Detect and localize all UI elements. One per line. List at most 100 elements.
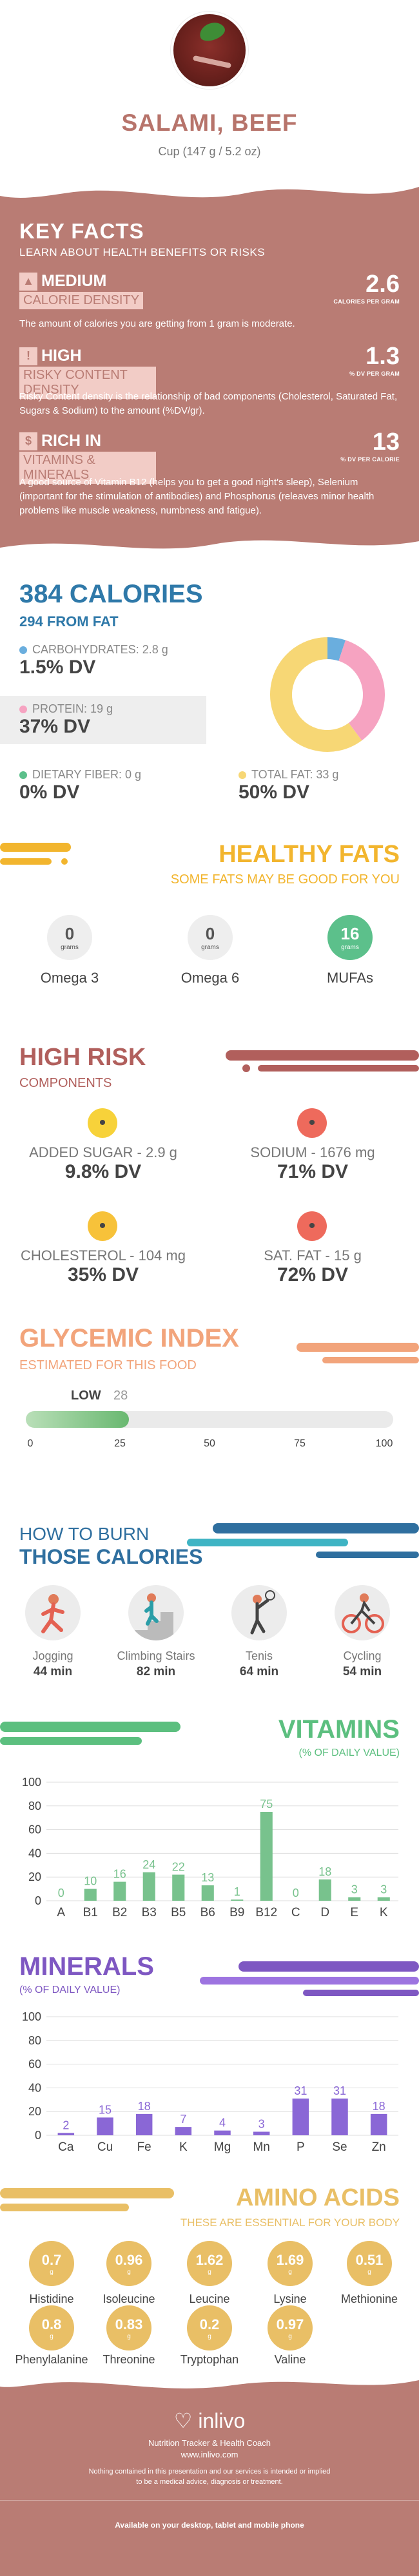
mineral-value-label: 7 (180, 2113, 186, 2126)
cholesterol-label: CHOLESTEROL - 104 mg (21, 1247, 186, 1264)
footer-url[interactable]: www.inlivo.com (180, 2450, 239, 2459)
mineral-bar-fe (135, 2113, 153, 2135)
warning-icon: ! (19, 347, 37, 365)
neutral-face-icon: • (88, 1211, 117, 1241)
vitamin-bar-b12 (260, 1812, 273, 1901)
mineral-value-label: 3 (258, 2117, 265, 2130)
vitamin-value-label: 22 (172, 1861, 185, 1874)
vitamin-category-label: B2 (112, 1906, 127, 1919)
decorative-stripes (187, 1523, 419, 1558)
leucine-circle: 1.62 g (187, 2241, 232, 2286)
vitamin-category-label: E (350, 1906, 358, 1919)
mineral-bar-mn (253, 2131, 270, 2135)
neutral-face-icon: • (88, 1108, 117, 1138)
amino-acids-section: AMINO ACIDS THESE ARE ESSENTIAL FOR YOUR… (0, 2178, 419, 2371)
glycemic-bar (26, 1411, 393, 1428)
burn-title-bottom: THOSE CALORIES (19, 1545, 203, 1568)
vitamin-value-label: 13 (201, 1871, 214, 1884)
wave-divider (0, 174, 419, 198)
mineral-bar-mg (214, 2130, 231, 2135)
calorie-density-level: MEDIUM (41, 272, 107, 290)
tryptophan-circle: 0.2 g (187, 2305, 232, 2350)
glycemic-fill (26, 1411, 129, 1428)
vitamins-minerals-label: VITAMINS & MINERALS (19, 452, 156, 484)
minerals-section: MINERALS (% OF DAILY VALUE) 0 20 40 60 80 100… (0, 1933, 419, 2178)
minerals-subtitle: (% OF DAILY VALUE) (19, 1985, 121, 1995)
serving-size: Cup (147 g / 5.2 oz) (158, 145, 261, 158)
jogging-time: 44 min (33, 1665, 73, 1678)
carbs-dot (19, 646, 27, 654)
y-tick-label: 20 (28, 2105, 41, 2118)
macro-fat: TOTAL FAT: 33 g 50% DV (239, 768, 339, 803)
vitamin-value-label: 24 (142, 1858, 155, 1871)
y-tick-label: 60 (28, 1823, 41, 1836)
healthy-fats-title: HEALTHY FATS (219, 841, 400, 868)
vitamin-bar-b9 (231, 1899, 244, 1901)
leucine-label: Leucine (189, 2292, 230, 2305)
burn-title-top: HOW TO BURN (19, 1524, 150, 1544)
vitamin-category-label: B3 (142, 1906, 157, 1919)
mineral-value-label: 31 (294, 2084, 307, 2097)
mineral-value-label: 18 (138, 2100, 151, 2113)
vitamin-bar-e (348, 1897, 361, 1901)
fat-dot (239, 771, 246, 779)
footer-tagline: Nutrition Tracker & Health Coach (148, 2438, 271, 2448)
risky-content-value: 1.3% DV PER GRAM (349, 343, 400, 377)
vitamin-value-label: 3 (380, 1883, 387, 1896)
food-photo (171, 12, 248, 89)
y-tick-label: 100 (22, 1776, 41, 1789)
gi-tick: 0 (27, 1438, 34, 1449)
y-tick-label: 40 (28, 1847, 41, 1860)
mineral-value-label: 31 (333, 2084, 346, 2097)
methionine-label: Methionine (340, 2292, 398, 2305)
vitamin-bar-b1 (84, 1889, 97, 1901)
omega6-label: Omega 6 (180, 970, 240, 986)
y-tick-label: 0 (35, 2129, 41, 2142)
calories-from-fat: 294 FROM FAT (19, 613, 119, 630)
minerals-bar-chart: 0 20 40 60 80 100 2 Ca 15 Cu 18 Fe 7 K 4 Mg 3 Mn 31 P 31 Se 18… (22, 2010, 398, 2154)
vitamins-minerals-level: RICH IN (41, 432, 102, 450)
mineral-value-label: 2 (63, 2119, 69, 2131)
vitamin-bar-b2 (113, 1881, 126, 1901)
risky-content-label: RISKY CONTENT DENSITY (19, 367, 156, 399)
vitamin-value-label: 0 (293, 1887, 299, 1899)
mineral-value-label: 15 (99, 2103, 112, 2116)
mineral-bar-zn (370, 2113, 387, 2135)
y-tick-label: 80 (28, 2034, 41, 2047)
protein-dot (19, 705, 27, 713)
added-sugar-label: ADDED SUGAR - 2.9 g (29, 1144, 177, 1160)
wave-divider (0, 540, 419, 561)
vitamins-minerals-desc: A good source of Vitamin B12 (helps you … (19, 477, 375, 516)
food-title: SALAMI, BEEF (121, 110, 298, 136)
y-tick-label: 80 (28, 1800, 41, 1812)
mufas-label: MUFAs (326, 970, 374, 986)
vitamins-section: VITAMINS (% OF DAILY VALUE) 0 20 40 60 80 100… (0, 1701, 419, 1933)
vitamin-value-label: 75 (260, 1798, 273, 1811)
heart-icon: ♡ (173, 2409, 193, 2432)
sad-face-icon: • (297, 1108, 327, 1138)
decorative-stripes (0, 1722, 180, 1745)
y-tick-label: 0 (35, 1894, 41, 1907)
donut-slice-protein (338, 640, 385, 741)
tennis-icon (231, 1585, 287, 1640)
vitamins-minerals-badge: $ RICH IN VITAMINS & MINERALS (19, 432, 156, 484)
burn-section: HOW TO BURN THOSE CALORIES Jogging 44 mi… (0, 1495, 419, 1701)
histidine-circle: 0.7 g (29, 2241, 74, 2286)
mineral-bar-k (175, 2127, 192, 2135)
histidine-label: Histidine (29, 2292, 74, 2305)
calories-title: 384 CALORIES (19, 580, 203, 608)
mineral-category-label: Fe (137, 2140, 151, 2154)
methionine-circle: 0.51 g (347, 2241, 392, 2286)
vitamins-bar-chart: 0 20 40 60 80 100 0 A 10 B1 16 B2 24 B3 22 B5 13 B6 1 B9 75 B… (22, 1776, 398, 1919)
decorative-stripes (200, 1961, 419, 1996)
tennis-label: Tenis (245, 1649, 273, 1662)
glycemic-value: 28 (113, 1389, 128, 1403)
key-facts-title: KEY FACTS (19, 219, 144, 243)
decorative-stripes (0, 843, 71, 865)
header: SALAMI, BEEF Cup (147 g / 5.2 oz) (0, 0, 419, 174)
donut-slice-total-fat (270, 637, 362, 752)
mineral-bar-se (331, 2098, 348, 2135)
gi-tick: 100 (375, 1438, 393, 1449)
vitamin-bar-d (318, 1879, 331, 1901)
macro-carbs: CARBOHYDRATES: 2.8 g 1.5% DV (19, 643, 168, 678)
